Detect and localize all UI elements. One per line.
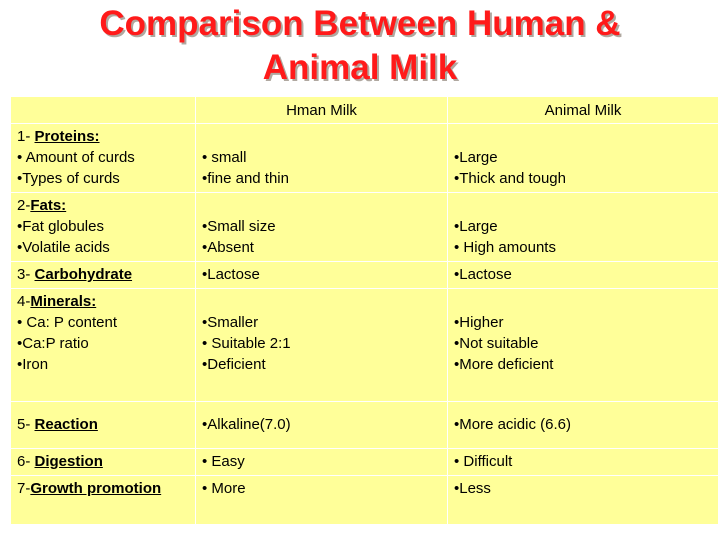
human-milk-cell: • Easy: [195, 448, 448, 476]
cell-item: •Small size: [202, 218, 276, 235]
row-heading: Reaction: [34, 416, 98, 433]
table-row-digestion: 6- Digestion • Easy • Difficult: [10, 448, 719, 476]
human-milk-cell: • small •fine and thin: [195, 123, 448, 193]
cell-item: •Thick and tough: [454, 170, 566, 187]
header-human-milk: Hman Milk: [195, 96, 448, 124]
header-blank-cell: [10, 96, 196, 124]
cell-item: •Large: [454, 218, 498, 235]
animal-milk-cell: •Less: [447, 475, 719, 525]
animal-milk-cell: • Difficult: [447, 448, 719, 476]
row-number: 6-: [17, 453, 35, 470]
row-label-cell: 4-Minerals: • Ca: P content •Ca:P ratio …: [10, 288, 196, 402]
row-heading: Digestion: [34, 453, 103, 470]
row-label-cell: 2-Fats: •Fat globules •Volatile acids: [10, 192, 196, 262]
row-heading: Carbohydrate: [34, 266, 133, 283]
row-subitem: •Volatile acids: [17, 239, 110, 256]
table-row-minerals: 4-Minerals: • Ca: P content •Ca:P ratio …: [10, 288, 719, 402]
cell-item: •fine and thin: [202, 170, 289, 187]
row-label-cell: 3- Carbohydrate: [10, 261, 196, 289]
animal-milk-cell: •Higher •Not suitable •More deficient: [447, 288, 719, 402]
cell-item: • High amounts: [454, 239, 556, 256]
human-milk-cell: •Lactose: [195, 261, 448, 289]
title-line-1: Comparison Between Human &: [99, 4, 621, 43]
animal-milk-cell: •Lactose: [447, 261, 719, 289]
title-line-2: Animal Milk: [262, 48, 458, 87]
cell-item: • Easy: [202, 453, 245, 470]
row-label-cell: 6- Digestion: [10, 448, 196, 476]
row-number: 1-: [17, 128, 35, 145]
row-subitem: •Iron: [17, 356, 49, 373]
animal-milk-cell: •Large •Thick and tough: [447, 123, 719, 193]
human-milk-cell: • More: [195, 475, 448, 525]
cell-item: •More acidic (6.6): [454, 416, 571, 433]
cell-item: •Higher: [454, 314, 504, 331]
row-subitem: • Amount of curds: [17, 149, 135, 166]
cell-item: •Absent: [202, 239, 254, 256]
cell-item: • Difficult: [454, 453, 513, 470]
row-subitem: • Ca: P content: [17, 314, 118, 331]
human-milk-cell: •Smaller • Suitable 2:1 •Deficient: [195, 288, 448, 402]
row-label-cell: 1- Proteins: • Amount of curds •Types of…: [10, 123, 196, 193]
cell-item: •Not suitable: [454, 335, 539, 352]
cell-item: •Large: [454, 149, 498, 166]
table-row-fats: 2-Fats: •Fat globules •Volatile acids •S…: [10, 192, 719, 262]
human-milk-cell: •Alkaline(7.0): [195, 401, 448, 449]
table-row-growth-promotion: 7-Growth promotion • More •Less: [10, 475, 719, 525]
cell-item: •Smaller: [202, 314, 259, 331]
header-animal-milk: Animal Milk: [447, 96, 719, 124]
row-number: 5-: [17, 416, 35, 433]
row-subitem: •Fat globules: [17, 218, 104, 235]
cell-item: •Lactose: [202, 266, 260, 283]
row-number: 3-: [17, 266, 35, 283]
cell-item: •More deficient: [454, 356, 554, 373]
table-header-row: Hman Milk Animal Milk: [10, 96, 719, 124]
cell-item: •Lactose: [454, 266, 512, 283]
cell-item: • small: [202, 149, 247, 166]
animal-milk-cell: •Large • High amounts: [447, 192, 719, 262]
cell-item: • Suitable 2:1: [202, 335, 291, 352]
row-label-cell: 5- Reaction: [10, 401, 196, 449]
row-number: 4-: [17, 293, 31, 310]
row-heading: Minerals:: [30, 293, 97, 310]
cell-item: •Alkaline(7.0): [202, 416, 291, 433]
row-label-cell: 7-Growth promotion: [10, 475, 196, 525]
row-number: 7-: [17, 480, 31, 497]
row-heading: Growth promotion: [30, 480, 162, 497]
human-milk-cell: •Small size •Absent: [195, 192, 448, 262]
row-heading: Proteins:: [34, 128, 100, 145]
row-heading: Fats:: [30, 197, 67, 214]
table-row-proteins: 1- Proteins: • Amount of curds •Types of…: [10, 123, 719, 193]
animal-milk-cell: •More acidic (6.6): [447, 401, 719, 449]
table-row-carbohydrate: 3- Carbohydrate •Lactose •Lactose: [10, 261, 719, 289]
row-subitem: •Types of curds: [17, 170, 120, 187]
row-number: 2-: [17, 197, 31, 214]
cell-item: •Deficient: [202, 356, 266, 373]
cell-item: •Less: [454, 480, 491, 497]
comparison-table: Hman Milk Animal Milk 1- Proteins: • Amo…: [10, 96, 719, 525]
cell-item: • More: [202, 480, 246, 497]
row-subitem: •Ca:P ratio: [17, 335, 89, 352]
slide-title: Comparison Between Human & Animal Milk: [0, 2, 720, 90]
table-row-reaction: 5- Reaction •Alkaline(7.0) •More acidic …: [10, 401, 719, 449]
